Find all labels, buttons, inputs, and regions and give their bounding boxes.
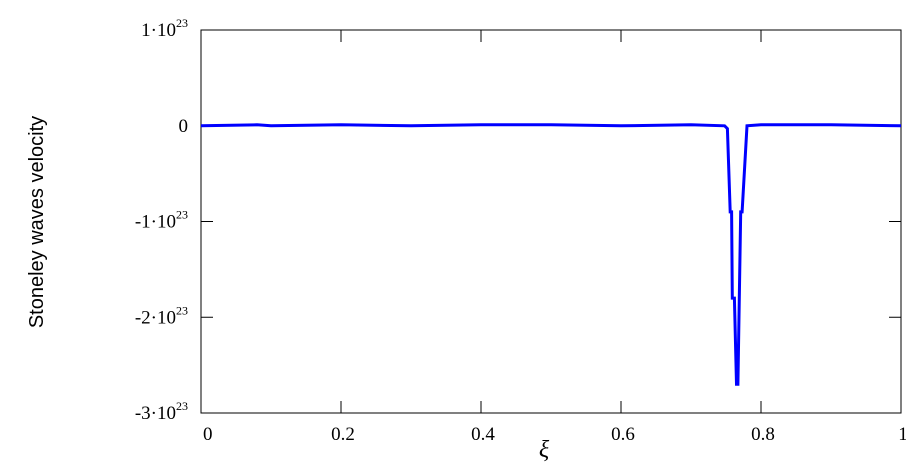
y-tick-label: -2·1023 — [135, 303, 188, 328]
y-tick-label: -1·1023 — [135, 208, 188, 233]
y-tick-label: 1·1023 — [141, 16, 188, 41]
x-tick-label: 0.8 — [751, 424, 775, 445]
y-tick-label: -3·1023 — [135, 399, 188, 424]
x-tick-label: 0.2 — [331, 424, 355, 445]
x-tick-label: 0.6 — [611, 424, 635, 445]
axis-ticks — [200, 29, 902, 414]
x-tick-label: 0 — [203, 424, 213, 445]
x-tick-label: 0.4 — [471, 424, 495, 445]
plot-frame — [200, 29, 902, 414]
series-line — [200, 123, 902, 386]
y-tick-label: 0 — [179, 116, 189, 137]
tick-labels: 0 0.2 0.4 0.6 0.8 1 1·1023 0 -1·1023 -2·1023 -3·10… — [135, 16, 906, 445]
x-axis-label: ξ — [539, 437, 550, 463]
x-tick-label: 1 — [898, 424, 906, 445]
y-axis-label: Stoneley waves velocity — [26, 116, 48, 328]
